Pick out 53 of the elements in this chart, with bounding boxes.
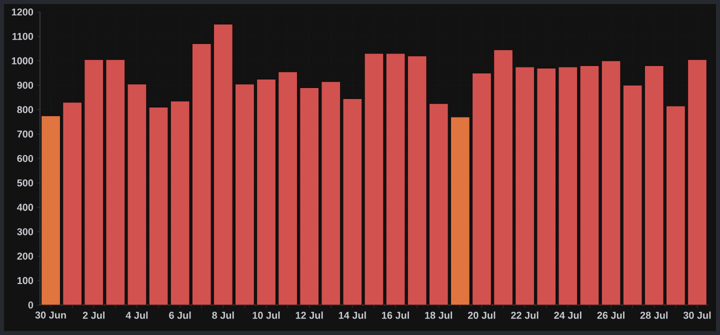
- x-tick-label: 8 Jul: [212, 312, 234, 319]
- x-tick-label: 14 Jul: [338, 312, 366, 319]
- bar: [321, 81, 341, 306]
- bar: [515, 66, 535, 306]
- y-tick-label: 900: [17, 82, 34, 89]
- bar: [62, 102, 82, 306]
- y-tick-label: 1000: [12, 57, 34, 64]
- y-tick-label: 300: [17, 228, 34, 236]
- y-tick-label: 700: [17, 130, 34, 138]
- bar: [472, 72, 492, 306]
- x-tick-label: 20 Jul: [468, 312, 496, 319]
- x-tick-label: 10 Jul: [252, 312, 280, 319]
- x-tick-label: 18 Jul: [425, 312, 452, 319]
- bar: [536, 68, 556, 306]
- x-tick-label: 26 Jul: [597, 312, 624, 319]
- x-tick-label: 22 Jul: [511, 312, 538, 319]
- y-tick-label: 1200: [12, 8, 34, 16]
- bar: [450, 116, 470, 306]
- bar: [84, 59, 104, 306]
- y-tick-label: 800: [17, 106, 34, 114]
- y-tick-label: 200: [17, 252, 34, 260]
- bar: [278, 72, 298, 306]
- x-tick-label: 16 Jul: [382, 312, 409, 319]
- x-tick-label: 30 Jun: [35, 312, 66, 319]
- bar: [256, 78, 276, 306]
- x-tick-label: 6 Jul: [169, 312, 191, 319]
- bar: [300, 87, 320, 306]
- x-tick-label: 28 Jul: [640, 312, 668, 319]
- bar: [687, 59, 708, 306]
- y-tick-label: 1100: [12, 32, 34, 40]
- bar: [428, 103, 448, 306]
- x-tick-label: 12 Jul: [296, 312, 323, 319]
- y-tick-label: 400: [17, 204, 34, 211]
- bar: [192, 43, 212, 306]
- y-tick-label: 0: [28, 301, 34, 309]
- bar: [213, 24, 233, 306]
- bar: [234, 84, 254, 306]
- y-tick-label: 100: [17, 277, 34, 284]
- bar: [407, 56, 427, 306]
- bar: [622, 84, 642, 306]
- x-tick-label: 4 Jul: [126, 312, 148, 319]
- y-tick-label: 600: [17, 154, 34, 162]
- x-tick-label: 30 Jul: [683, 312, 711, 319]
- bar: [494, 50, 514, 306]
- bar: [558, 66, 578, 306]
- x-tick-label: 24 Jul: [554, 312, 582, 319]
- bar: [666, 106, 686, 306]
- bar: [106, 59, 126, 306]
- y-tick-label: 500: [17, 179, 34, 186]
- bar: [644, 65, 664, 306]
- bar: [40, 115, 61, 306]
- x-tick-label: 2 Jul: [82, 312, 105, 319]
- bar: [170, 100, 190, 306]
